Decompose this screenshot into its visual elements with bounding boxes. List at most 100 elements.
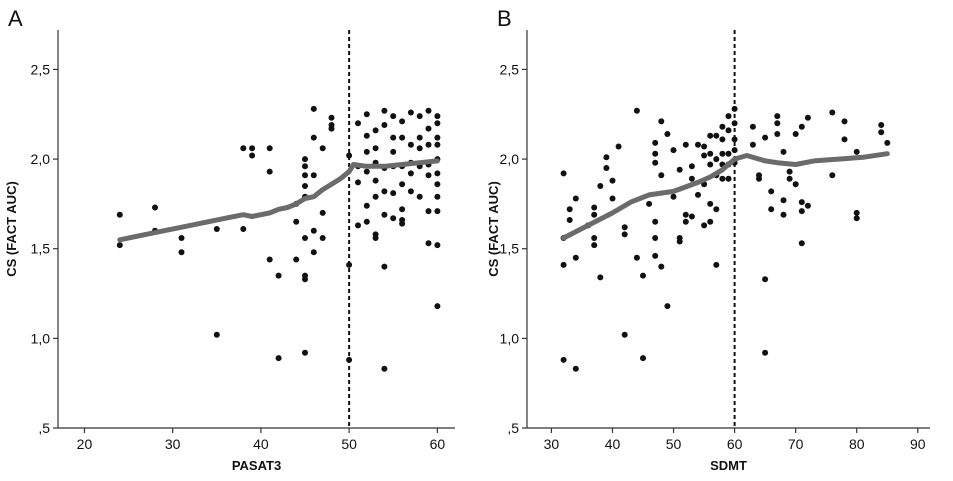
data-point (804, 114, 811, 121)
data-point (381, 263, 388, 270)
data-point (786, 168, 793, 175)
data-point (381, 188, 388, 195)
data-point (591, 211, 598, 218)
data-point (363, 148, 370, 155)
data-point (319, 235, 326, 241)
data-point (116, 211, 123, 218)
data-point (798, 208, 805, 215)
data-point (719, 175, 726, 182)
data-point (310, 172, 317, 179)
data-point (425, 141, 432, 148)
data-point (390, 113, 397, 120)
y-tick-label: 1,5 (31, 241, 51, 257)
data-point (319, 145, 326, 152)
data-point (707, 218, 714, 225)
data-point (603, 154, 610, 161)
data-point (434, 193, 441, 200)
data-point (363, 132, 370, 139)
data-point (302, 172, 308, 179)
data-point (319, 209, 326, 216)
data-point (381, 122, 388, 128)
data-point (609, 195, 616, 202)
data-point (363, 218, 370, 225)
data-point (355, 179, 361, 186)
data-point (762, 349, 769, 356)
data-point (310, 105, 317, 112)
data-point (372, 127, 379, 134)
data-point (116, 242, 123, 249)
data-point (399, 206, 406, 213)
data-point (707, 200, 714, 207)
x-tick-label: 60 (430, 436, 446, 452)
data-point (658, 118, 665, 125)
data-point (591, 242, 598, 249)
data-point (310, 249, 317, 256)
data-point (603, 165, 610, 171)
data-point (682, 218, 689, 225)
y-tick-label: 1,0 (500, 330, 520, 346)
data-point (381, 107, 388, 114)
data-point (560, 356, 567, 363)
y-axis-label: CS (FACT AUC) (486, 181, 501, 277)
data-point (731, 136, 738, 143)
data-point (275, 272, 282, 279)
panel-a: A ,5 1,0 1,5 2,0 2,5 20 30 40 50 60 PASAT3 CS (FACT … (4, 6, 455, 473)
data-point (725, 175, 732, 182)
data-point (792, 181, 799, 188)
data-point (346, 356, 353, 363)
data-point (792, 131, 799, 137)
data-point (434, 181, 441, 188)
data-point (591, 235, 598, 241)
data-point (853, 209, 860, 216)
data-point (355, 120, 361, 127)
data-point (416, 134, 423, 141)
data-point (670, 193, 677, 200)
data-point (372, 193, 379, 200)
data-point (425, 172, 432, 179)
data-point (786, 175, 793, 182)
y-tick-label: ,5 (507, 420, 519, 436)
data-point (841, 118, 848, 125)
data-point (560, 170, 567, 177)
x-tick-label: 90 (910, 436, 926, 452)
data-point (798, 199, 805, 206)
data-point (407, 141, 414, 148)
data-point (652, 139, 659, 146)
data-point (275, 355, 282, 362)
data-point (302, 163, 308, 170)
data-point (682, 211, 689, 218)
data-point (425, 107, 432, 114)
panel-letter-b: B (497, 6, 512, 31)
data-point (328, 114, 335, 121)
data-point (390, 190, 397, 197)
data-point (407, 188, 414, 195)
data-point (597, 274, 604, 281)
data-point (725, 150, 732, 157)
data-point (363, 202, 370, 209)
data-point (434, 208, 441, 215)
data-point (731, 105, 738, 112)
data-point (695, 141, 701, 148)
data-point (841, 136, 848, 143)
data-point (434, 134, 441, 141)
data-point (310, 134, 317, 141)
data-point (363, 111, 370, 118)
data-point (372, 177, 379, 184)
data-point (633, 107, 640, 114)
data-point (780, 148, 787, 155)
data-point (640, 355, 646, 362)
data-point (399, 220, 406, 227)
x-axis-label: PASAT3 (232, 458, 281, 473)
data-point (804, 202, 811, 209)
data-point (664, 131, 671, 137)
data-point (302, 276, 308, 283)
data-point (407, 109, 414, 116)
data-point (302, 183, 308, 189)
data-point (725, 127, 732, 134)
data-point (731, 120, 738, 127)
data-point (213, 331, 220, 338)
y-tick-label: 2,5 (31, 61, 51, 77)
data-point (597, 183, 604, 189)
data-point (609, 177, 616, 184)
